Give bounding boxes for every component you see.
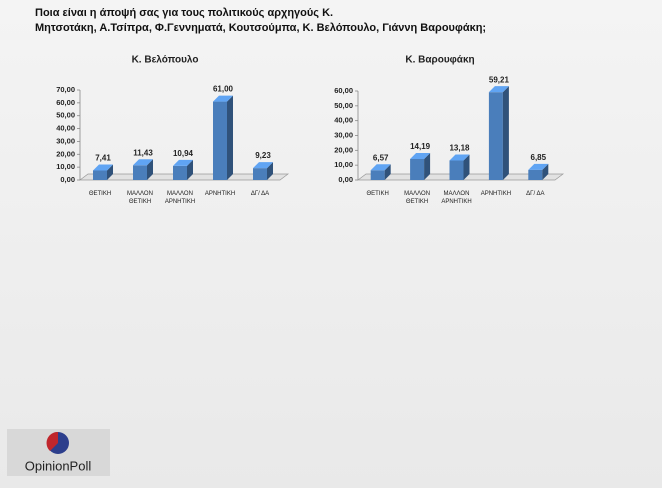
y-tick-label: 50,00 [56,111,75,120]
bar-top [253,162,273,169]
bar-side [502,86,509,180]
logo-text: OpinionPoll [25,458,92,473]
y-tick-label: 60,00 [334,86,353,95]
value-label: 11,43 [133,148,153,157]
bar-side [542,163,549,180]
bar-top [449,154,470,161]
bar-top [370,164,391,171]
heading-line: Ποια είναι η άποψή σας για τους πολιτικο… [35,7,334,19]
value-label: 59,21 [489,75,510,84]
y-tick-label: 20,00 [334,145,353,154]
y-tick-label: 40,00 [334,116,353,125]
y-tick-label: 20,00 [56,149,75,158]
value-label: 6,57 [373,153,389,162]
chart-title: Κ. Βαρουφάκη [405,55,474,66]
bar [449,154,470,180]
logo-icon [46,431,58,451]
y-tick-label: 0,00 [338,175,353,184]
bar-front [133,165,147,180]
y-tick-label: 40,00 [56,124,75,133]
value-label: 6,85 [531,153,547,162]
bar-front [93,170,107,180]
bar-side [424,152,431,180]
x-tick-label: ΜΑΛΛΟΝ ΘΕΤΙΚΗ [404,191,431,205]
x-tick-label: ΘΕΤΙΚΗ [88,191,112,197]
bar-front [410,158,425,180]
bar-top [410,152,431,159]
bar-front [173,165,187,180]
bar [370,164,391,180]
bar-side [267,162,273,180]
value-label: 13,18 [449,144,470,153]
value-label: 61,00 [213,85,234,94]
bar-side [384,164,391,180]
chart-title: Κ. Βελόπουλο [132,55,199,66]
bar-front [253,168,267,180]
bar [528,163,549,180]
y-tick-label: 30,00 [334,130,353,139]
bar [133,159,153,180]
y-tick-label: 0,00 [60,175,75,184]
bar-top [133,159,153,166]
bar-top [173,159,193,166]
bar-top [488,86,509,93]
x-tick-label: ΜΑΛΛΟΝ ΑΡΝΗΤΙΚΗ [164,191,196,205]
x-tick-label: ΔΓ/ ΔΑ [526,191,545,197]
bar-side [227,95,233,180]
y-tick-label: 50,00 [334,101,353,110]
bar-side [463,154,470,180]
bar-side [107,164,113,180]
bar-top [93,164,113,171]
bar [488,86,509,180]
bar-front [370,170,385,180]
heading-line: Μητσοτάκη, Α.Τσίπρα, Φ.Γεννηματά, Κουτσο… [35,22,487,34]
x-tick-label: ΑΡΝΗΤΙΚΗ [204,191,236,197]
value-label: 9,23 [255,151,271,160]
bar-side [147,159,153,180]
x-tick-label: ΔΓ/ ΔΑ [250,191,270,197]
x-tick-label: ΑΡΝΗΤΙΚΗ [480,191,512,197]
y-tick-label: 10,00 [56,162,75,171]
bar [213,95,233,180]
y-tick-label: 60,00 [56,98,75,107]
bar-top [528,163,549,170]
bar-front [528,169,543,180]
bar-top [213,95,233,102]
value-label: 10,94 [173,149,194,158]
y-tick-label: 30,00 [56,136,75,145]
bar [173,159,193,180]
y-tick-label: 10,00 [334,160,353,169]
value-label: 14,19 [410,142,431,151]
value-label: 7,41 [95,154,111,163]
x-tick-label: ΜΑΛΛΟΝ ΘΕΤΙΚΗ [127,191,153,205]
bar [410,152,431,180]
bar [93,164,113,180]
x-tick-label: ΜΑΛΛΟΝ ΑΡΝΗΤΙΚΗ [441,191,472,205]
x-tick-label: ΘΕΤΙΚΗ [366,191,389,197]
bar-front [449,160,464,180]
bar-front [213,101,227,180]
y-tick-label: 70,00 [56,85,75,94]
bar-side [187,159,193,180]
bar [253,162,273,180]
bar-front [488,92,503,180]
